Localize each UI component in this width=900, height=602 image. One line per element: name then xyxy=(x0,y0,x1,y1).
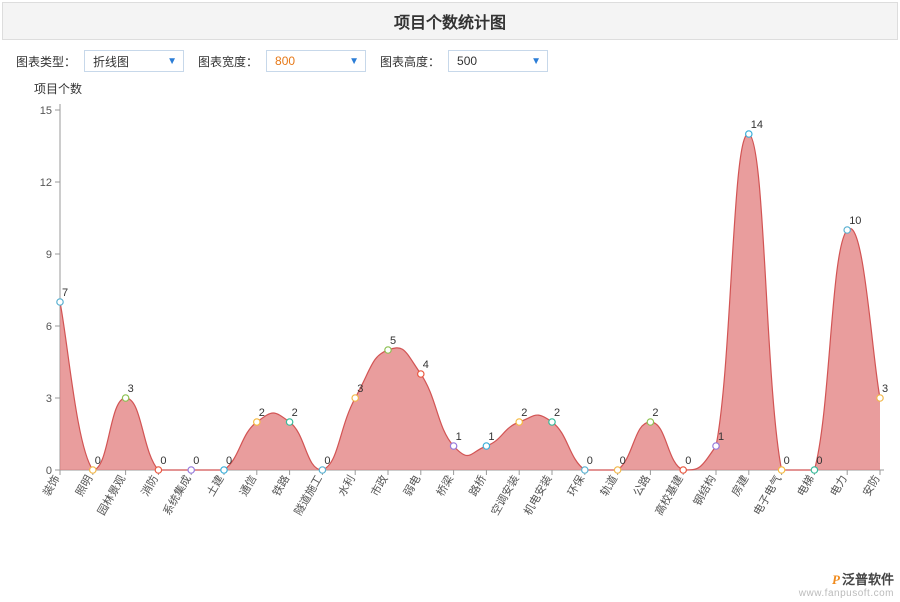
x-axis-label: 钢结构 xyxy=(690,473,719,509)
x-axis-label: 公路 xyxy=(631,473,653,499)
chart-type-select[interactable]: 折线图 ▼ xyxy=(84,50,184,72)
value-label: 0 xyxy=(685,455,691,467)
chevron-down-icon: ▼ xyxy=(167,56,177,67)
value-label: 0 xyxy=(324,455,330,467)
value-label: 14 xyxy=(751,119,763,131)
value-label: 2 xyxy=(292,407,298,419)
x-axis-label: 安防 xyxy=(859,473,882,499)
value-label: 3 xyxy=(357,383,363,395)
x-axis-label: 铁路 xyxy=(270,473,292,499)
chart-height-label: 图表高度： xyxy=(380,53,440,70)
svg-text:6: 6 xyxy=(46,321,52,333)
x-axis-label: 水利 xyxy=(336,473,358,499)
chart-width-label: 图表宽度： xyxy=(198,53,258,70)
x-axis-label: 环保 xyxy=(564,473,587,499)
value-label: 0 xyxy=(160,455,166,467)
y-axis-title: 项目个数 xyxy=(34,80,82,97)
x-axis-label: 系统集成 xyxy=(160,473,194,518)
value-label: 0 xyxy=(95,455,101,467)
chart-height-select[interactable]: 500 ▼ xyxy=(448,50,548,72)
x-axis-label: 弱电 xyxy=(401,473,423,499)
value-label: 1 xyxy=(488,431,494,443)
chart-type-label: 图表类型： xyxy=(16,53,76,70)
x-axis-label: 隧道施工 xyxy=(291,473,325,518)
value-label: 2 xyxy=(521,407,527,419)
x-axis-label: 照明 xyxy=(73,473,95,499)
value-label: 4 xyxy=(423,359,429,371)
value-label: 3 xyxy=(882,383,888,395)
value-label: 5 xyxy=(390,335,396,347)
value-label: 3 xyxy=(128,383,134,395)
svg-text:3: 3 xyxy=(46,393,52,405)
title-bar: 项目个数统计图 xyxy=(2,2,898,40)
value-label: 0 xyxy=(226,455,232,467)
value-label: 0 xyxy=(193,455,199,467)
chart-container: 项目个数 03691215装饰7照明0园林景观3消防0系统集成0土建0通信2铁路… xyxy=(10,80,890,580)
chart-width-select[interactable]: 800 ▼ xyxy=(266,50,366,72)
watermark-logo-icon: P xyxy=(832,572,840,587)
value-label: 1 xyxy=(456,431,462,443)
area-chart: 03691215装饰7照明0园林景观3消防0系统集成0土建0通信2铁路2隧道施工… xyxy=(10,80,890,580)
chart-width-value: 800 xyxy=(275,54,295,68)
svg-text:15: 15 xyxy=(40,105,52,117)
x-axis-label: 土建 xyxy=(203,473,226,499)
value-label: 2 xyxy=(652,407,658,419)
x-axis-label: 房建 xyxy=(728,473,751,499)
chart-type-value: 折线图 xyxy=(93,53,129,70)
x-axis-label: 桥梁 xyxy=(433,473,456,499)
page-title: 项目个数统计图 xyxy=(3,9,897,33)
x-axis-label: 园林景观 xyxy=(94,473,128,518)
x-axis-label: 机电安装 xyxy=(520,473,554,518)
x-axis-label: 高校基建 xyxy=(652,473,686,518)
x-axis-label: 通信 xyxy=(237,473,259,499)
chevron-down-icon: ▼ xyxy=(349,56,359,67)
svg-text:12: 12 xyxy=(40,177,52,189)
x-axis-label: 电子电气 xyxy=(750,473,784,518)
x-axis-label: 轨道 xyxy=(597,473,620,499)
chevron-down-icon: ▼ xyxy=(531,56,541,67)
value-label: 7 xyxy=(62,287,68,299)
watermark: P泛普软件 www.fanpusoft.com xyxy=(799,572,894,600)
x-axis-label: 电力 xyxy=(828,473,850,499)
x-axis-label: 装饰 xyxy=(39,473,62,499)
watermark-brand: P泛普软件 xyxy=(799,572,894,588)
svg-text:9: 9 xyxy=(46,249,52,261)
value-label: 1 xyxy=(718,431,724,443)
value-label: 0 xyxy=(784,455,790,467)
value-label: 0 xyxy=(816,455,822,467)
value-label: 0 xyxy=(620,455,626,467)
x-axis-label: 路桥 xyxy=(467,473,489,499)
x-axis-label: 消防 xyxy=(138,473,161,499)
value-label: 2 xyxy=(554,407,560,419)
value-label: 0 xyxy=(587,455,593,467)
x-axis-label: 市政 xyxy=(367,473,390,499)
x-axis-label: 电梯 xyxy=(795,473,817,499)
controls-row: 图表类型： 折线图 ▼ 图表宽度： 800 ▼ 图表高度： 500 ▼ xyxy=(0,46,900,80)
x-axis-label: 空调安装 xyxy=(488,473,522,518)
chart-height-value: 500 xyxy=(457,54,477,68)
value-label: 10 xyxy=(849,215,861,227)
value-label: 2 xyxy=(259,407,265,419)
watermark-url: www.fanpusoft.com xyxy=(799,588,894,600)
